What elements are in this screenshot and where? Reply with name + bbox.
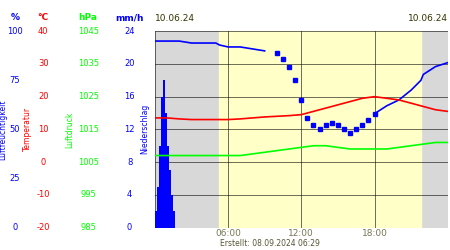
Text: 4: 4 bbox=[127, 190, 132, 199]
Bar bbox=[161, 97, 163, 228]
Bar bbox=[171, 195, 173, 228]
Text: 75: 75 bbox=[9, 76, 20, 85]
Text: 40: 40 bbox=[38, 27, 49, 36]
Text: 995: 995 bbox=[81, 190, 96, 199]
Text: %: % bbox=[10, 14, 19, 22]
Bar bbox=[167, 146, 169, 228]
Text: 25: 25 bbox=[9, 174, 20, 183]
Text: Temperatur: Temperatur bbox=[22, 107, 32, 152]
Text: 0: 0 bbox=[127, 223, 132, 232]
Text: 1045: 1045 bbox=[78, 27, 99, 36]
Text: -20: -20 bbox=[36, 223, 50, 232]
Text: 1015: 1015 bbox=[78, 125, 99, 134]
Bar bbox=[169, 170, 171, 228]
Text: 1005: 1005 bbox=[78, 158, 99, 166]
Bar bbox=[163, 80, 165, 228]
Text: -10: -10 bbox=[36, 190, 50, 199]
Text: 100: 100 bbox=[7, 27, 22, 36]
Text: 0: 0 bbox=[12, 223, 18, 232]
Text: °C: °C bbox=[38, 14, 49, 22]
Text: hPa: hPa bbox=[79, 14, 98, 22]
Text: 10.06.24: 10.06.24 bbox=[408, 14, 448, 24]
Text: 1025: 1025 bbox=[78, 92, 99, 101]
Text: 0: 0 bbox=[40, 158, 46, 166]
Text: 8: 8 bbox=[127, 158, 132, 166]
Text: 24: 24 bbox=[124, 27, 135, 36]
Text: mm/h: mm/h bbox=[115, 14, 144, 22]
Text: Niederschlag: Niederschlag bbox=[140, 104, 149, 154]
Bar bbox=[155, 211, 157, 228]
Text: 20: 20 bbox=[38, 92, 49, 101]
Bar bbox=[159, 146, 161, 228]
Text: 985: 985 bbox=[80, 223, 96, 232]
Bar bbox=[220, 31, 421, 228]
Bar bbox=[165, 113, 167, 228]
Text: 10: 10 bbox=[38, 125, 49, 134]
Bar bbox=[157, 186, 159, 228]
Text: 20: 20 bbox=[124, 60, 135, 68]
Text: Luftfeuchtigkeit: Luftfeuchtigkeit bbox=[0, 99, 7, 160]
Text: 12: 12 bbox=[124, 125, 135, 134]
Text: 1035: 1035 bbox=[78, 60, 99, 68]
Bar bbox=[173, 211, 175, 228]
Text: 10.06.24: 10.06.24 bbox=[155, 14, 195, 24]
Text: Erstellt: 08.09.2024 06:29: Erstellt: 08.09.2024 06:29 bbox=[220, 238, 320, 248]
Text: Luftdruck: Luftdruck bbox=[65, 111, 74, 148]
Text: 50: 50 bbox=[9, 125, 20, 134]
Text: 30: 30 bbox=[38, 60, 49, 68]
Text: 16: 16 bbox=[124, 92, 135, 101]
